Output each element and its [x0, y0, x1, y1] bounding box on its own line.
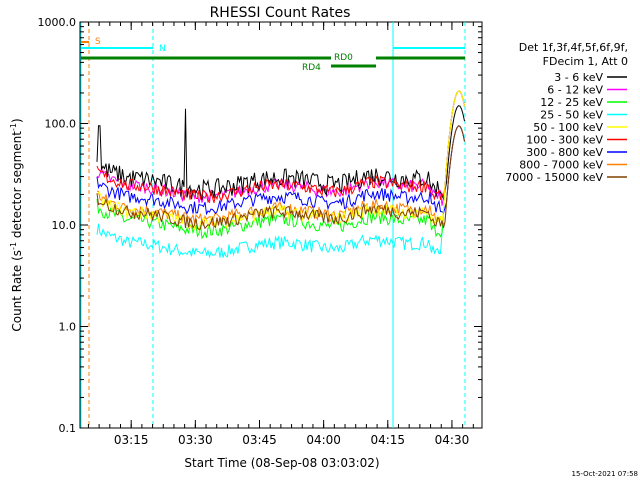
y-axis-title-sup2: -1 [9, 123, 18, 131]
x-tick-label: 04:15 [370, 433, 405, 447]
series-line-6 [96, 125, 465, 216]
annotation-rd0: RD0 [334, 53, 353, 63]
footer-date: 15-Oct-2021 07:58 [572, 470, 638, 478]
y-axis-label: Count Rate (s-1 detector segment-1) [9, 118, 24, 331]
legend-label-0: 3 - 6 keV [554, 71, 603, 84]
x-axis-label: Start Time (08-Sep-08 03:03:02) [184, 456, 379, 470]
y-axis-title-tail: detector segment [10, 131, 24, 242]
legend-label-6: 300 - 800 keV [526, 146, 603, 159]
legend: Det 1f,3f,4f,5f,6f,9f, FDecim 1, Att 0 3… [505, 41, 628, 184]
chart-title: RHESSI Count Rates [210, 5, 351, 21]
plot-area: 1000.0 100.0 10.0 1.0 0.1 03:15 03:30 03:45 04:0… [38, 16, 483, 447]
legend-label-8: 7000 - 15000 keV [505, 171, 603, 184]
series-line-5 [96, 90, 465, 203]
x-tick-label: 03:45 [242, 433, 277, 447]
plot-frame [79, 21, 483, 429]
y-tick-label: 1.0 [59, 321, 77, 334]
legend-label-3: 25 - 50 keV [540, 109, 603, 122]
y-axis-title-main: Count Rate (s [10, 250, 24, 332]
y-tick-label: 10.0 [52, 219, 77, 232]
y-axis-title-sup: -1 [9, 242, 18, 250]
x-tick-label: 04:30 [435, 433, 470, 447]
y-tick-label: 0.1 [59, 422, 77, 435]
annotation-s: S [95, 37, 101, 47]
series-line-8 [96, 125, 465, 230]
series-layer [96, 90, 465, 259]
x-tick-label: 03:15 [114, 433, 149, 447]
legend-label-4: 50 - 100 keV [533, 121, 603, 134]
x-axis-title: Start Time (08-Sep-08 03:03:02) [184, 456, 379, 470]
y-axis-title: Count Rate (s-1 detector segment-1) [9, 118, 24, 331]
x-tick-label: 04:00 [306, 433, 341, 447]
y-tick-label: 100.0 [45, 118, 77, 131]
legend-header-line1: Det 1f,3f,4f,5f,6f,9f, [519, 41, 628, 54]
legend-label-2: 12 - 25 keV [540, 96, 603, 109]
y-axis-title-close: ) [10, 118, 24, 123]
legend-header-line2: FDecim 1, Att 0 [543, 55, 628, 68]
legend-label-5: 100 - 300 keV [526, 134, 603, 147]
annotations: S N RD0 RD4 [95, 37, 353, 73]
annotation-rd4: RD4 [302, 63, 321, 73]
y-tick-label: 1000.0 [38, 16, 77, 29]
annotation-n: N [159, 44, 166, 54]
series-line-0 [96, 105, 465, 201]
series-line-4 [96, 90, 465, 232]
time-markers [80, 22, 466, 428]
legend-label-7: 800 - 7000 keV [519, 159, 603, 172]
legend-label-1: 6 - 12 keV [547, 84, 603, 97]
x-tick-label: 03:30 [178, 433, 213, 447]
series-line-3 [96, 90, 465, 259]
axis-ticks: 1000.0 100.0 10.0 1.0 0.1 03:15 03:30 03:45 04:0… [38, 16, 482, 447]
